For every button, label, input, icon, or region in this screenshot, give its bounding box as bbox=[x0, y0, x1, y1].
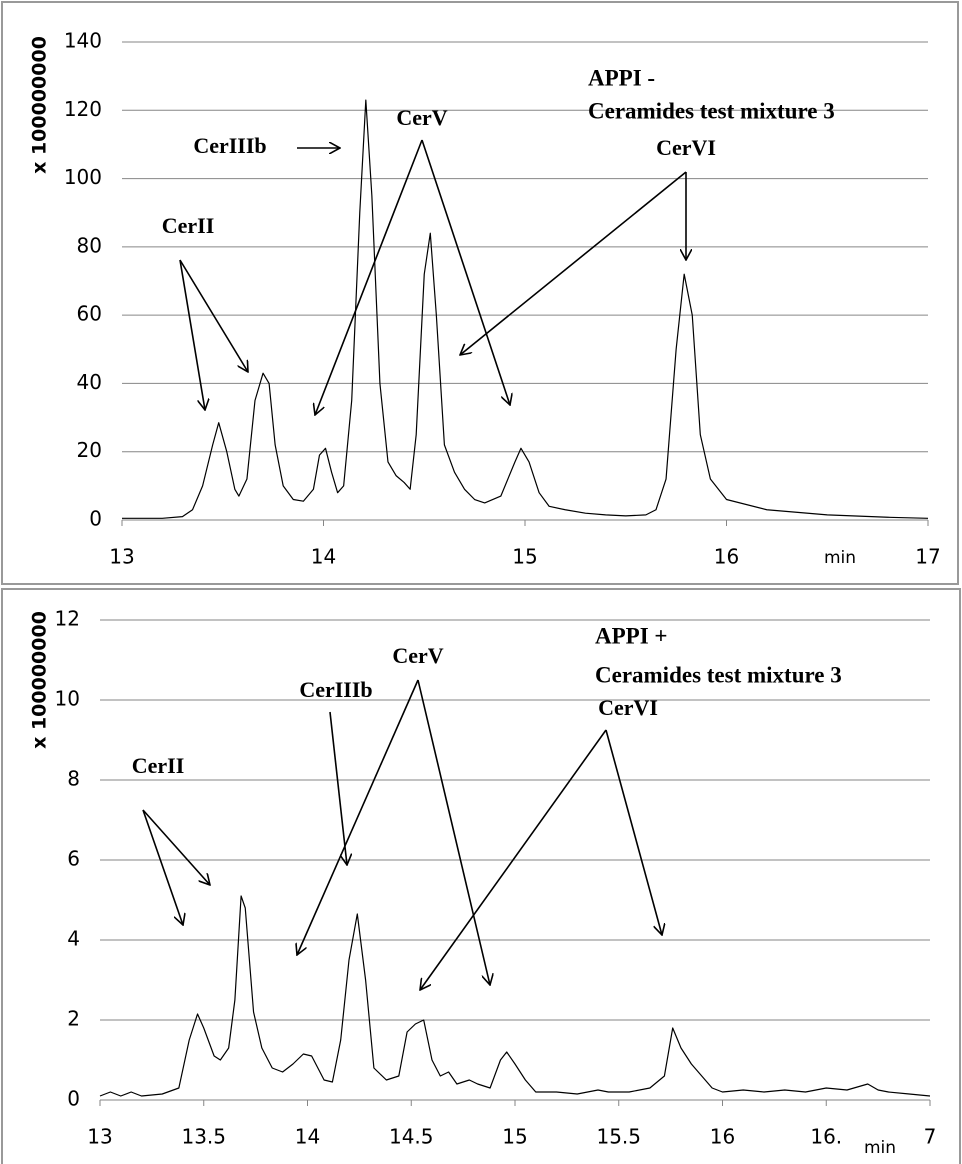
x-tick-label: 16 bbox=[714, 545, 739, 569]
x-axis-label: min bbox=[824, 548, 856, 568]
trace-line bbox=[122, 99, 929, 519]
y-axis-label: x 100000000 bbox=[29, 611, 51, 749]
trace-line bbox=[99, 895, 931, 1097]
x-tick-label: 15 bbox=[512, 545, 537, 569]
chart-title: APPI + bbox=[595, 623, 668, 648]
x-tick-label: 16 bbox=[710, 1125, 735, 1149]
x-tick-label: 14.5 bbox=[389, 1125, 434, 1149]
y-tick-label: 140 bbox=[64, 29, 102, 53]
panel-border bbox=[1, 1, 959, 585]
annotation: CerIIIb bbox=[193, 133, 266, 158]
y-tick-label: 120 bbox=[64, 97, 102, 121]
annotation-arrow bbox=[142, 809, 183, 925]
y-tick-label: 2 bbox=[67, 1007, 80, 1031]
x-tick-label: 7 bbox=[924, 1125, 937, 1149]
y-tick-label: 100 bbox=[64, 165, 102, 189]
y-tick-label: 20 bbox=[77, 438, 102, 462]
annotation-arrow bbox=[297, 679, 419, 955]
annotation-arrow bbox=[179, 259, 205, 410]
y-tick-label: 6 bbox=[67, 847, 80, 871]
x-tick-label: 16. bbox=[810, 1125, 842, 1149]
x-tick-label: 15 bbox=[502, 1125, 527, 1149]
y-tick-label: 0 bbox=[67, 1087, 80, 1111]
y-axis-label: x 100000000 bbox=[29, 36, 51, 174]
x-tick-label: 14 bbox=[295, 1125, 320, 1149]
x-axis-label: min bbox=[864, 1138, 896, 1158]
annotation: CerVI bbox=[598, 695, 658, 720]
chart-title: APPI - bbox=[588, 65, 655, 90]
chart-subtitle: Ceramides test mixture 3 bbox=[588, 98, 835, 123]
y-tick-label: 12 bbox=[55, 607, 80, 631]
annotation: CerV bbox=[392, 643, 443, 668]
chart-subtitle: Ceramides test mixture 3 bbox=[595, 662, 842, 687]
y-tick-label: 10 bbox=[55, 687, 80, 711]
annotation: CerVI bbox=[656, 135, 716, 160]
annotation: CerII bbox=[162, 213, 215, 238]
y-tick-label: 4 bbox=[67, 927, 80, 951]
y-tick-label: 8 bbox=[67, 767, 80, 791]
annotation: CerV bbox=[396, 105, 447, 130]
x-tick-label: 13.5 bbox=[181, 1125, 226, 1149]
annotation-arrow bbox=[329, 711, 347, 865]
y-tick-label: 0 bbox=[89, 507, 102, 531]
annotation-arrow bbox=[315, 139, 423, 415]
annotation-arrow bbox=[420, 729, 607, 990]
x-tick-label: 13 bbox=[87, 1125, 112, 1149]
panel-border bbox=[1, 588, 961, 1164]
annotation: CerII bbox=[132, 753, 185, 778]
annotation-arrow bbox=[179, 259, 248, 372]
annotation-arrow bbox=[142, 809, 210, 885]
annotation-arrow bbox=[460, 171, 687, 355]
annotation-arrow bbox=[417, 679, 490, 985]
annotation-arrow bbox=[605, 729, 662, 935]
y-tick-label: 80 bbox=[77, 233, 102, 257]
x-tick-label: 13 bbox=[109, 545, 134, 569]
y-tick-label: 60 bbox=[77, 302, 102, 326]
x-tick-label: 14 bbox=[311, 545, 336, 569]
x-tick-label: 15.5 bbox=[596, 1125, 641, 1149]
x-tick-label: 17 bbox=[915, 545, 940, 569]
y-tick-label: 40 bbox=[77, 370, 102, 394]
annotation-arrow bbox=[421, 139, 510, 405]
annotation: CerIIIb bbox=[299, 677, 372, 702]
